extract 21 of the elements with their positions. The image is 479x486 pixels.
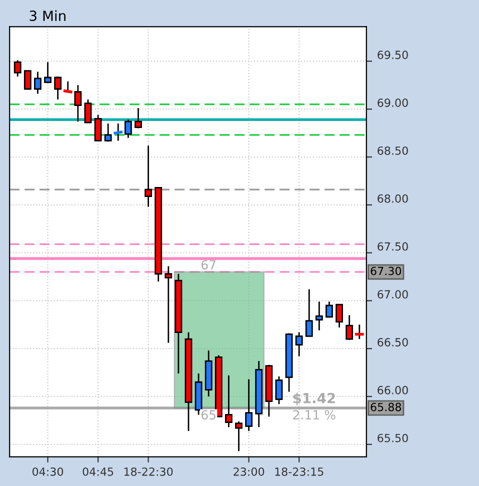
y-tick-label: 68.00 [378, 194, 408, 203]
y-tick-label: 67.00 [378, 290, 408, 299]
ref-line-label: 67.30 [370, 266, 402, 276]
y-tick-label: 69.50 [378, 50, 408, 60]
x-tick-label: 18-23:15 [275, 467, 324, 476]
annotation: 65 [202, 410, 216, 420]
y-tick-label: 65.50 [378, 434, 408, 442]
annotation: $1.42 [293, 392, 335, 406]
y-tick-label: 66.50 [378, 338, 408, 346]
x-tick-label: 04:45 [82, 467, 114, 476]
ref-line-label: 65.88 [370, 402, 402, 412]
x-tick-label: 18-22:30 [124, 467, 173, 476]
x-tick-label: 23:00 [234, 467, 264, 476]
y-tick-label: 68.50 [378, 146, 408, 155]
y-tick-label: 67.50 [378, 242, 408, 251]
annotation: 67 [202, 260, 216, 270]
annotation: 2.11 % [293, 410, 336, 420]
y-tick-label: 69.00 [378, 98, 408, 107]
y-tick-label: 66.00 [378, 386, 408, 394]
x-tick-label: 04:30 [32, 467, 64, 476]
chart-title: 3 Min [30, 10, 66, 22]
